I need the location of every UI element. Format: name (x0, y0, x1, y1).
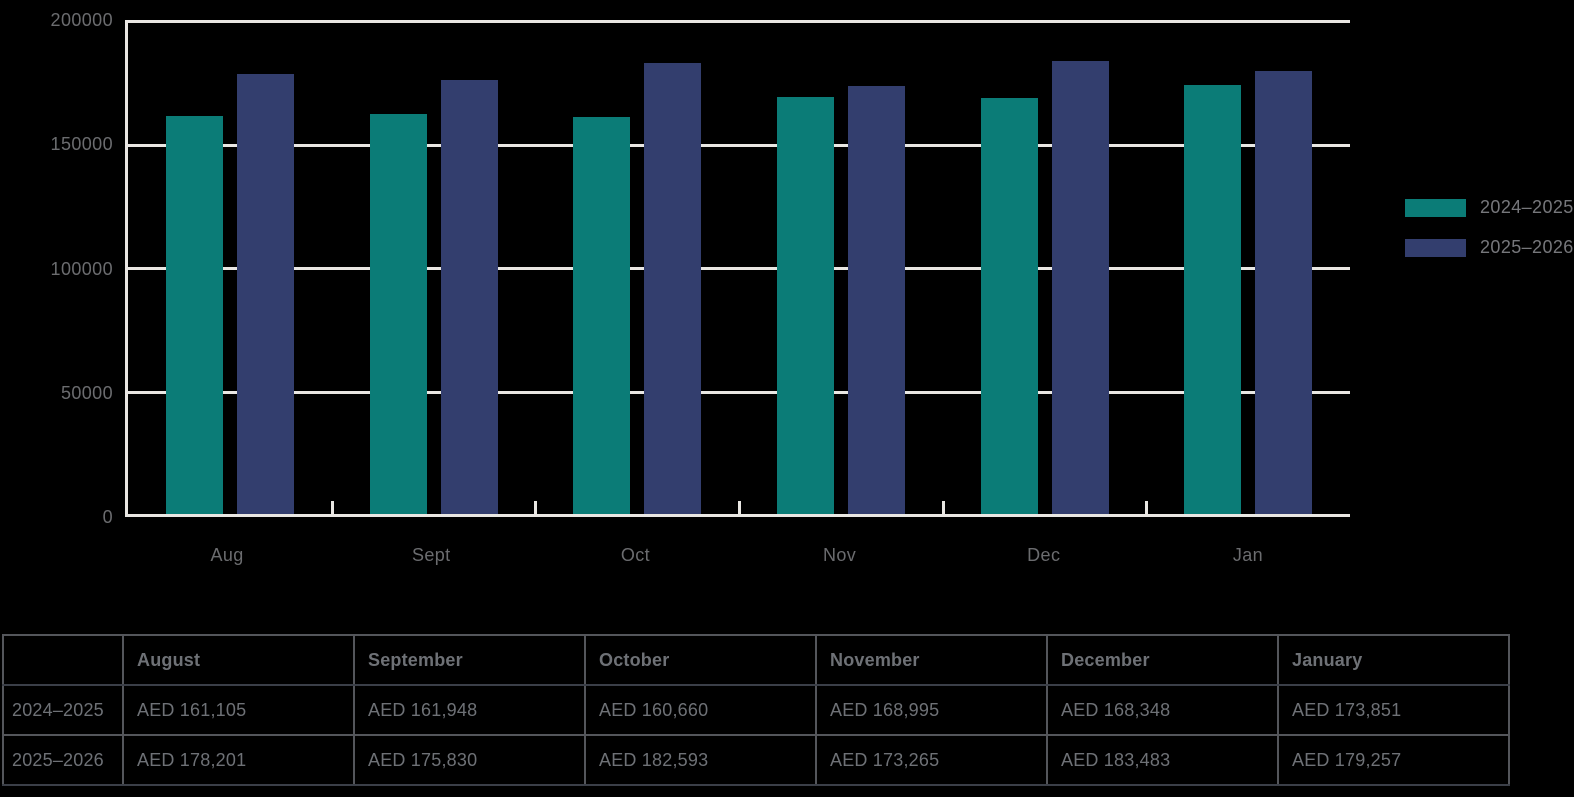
x-axis-ticks (128, 20, 1350, 514)
cell-2025-2026-september: AED 175,830 (353, 734, 586, 786)
x-axis-label-dec: Dec (1027, 545, 1061, 565)
x-axis-tick (534, 501, 538, 514)
y-axis-label-50000: 50000 (60, 382, 113, 403)
x-axis-tick (330, 501, 334, 514)
x-axis-labels: Aug Sept Oct Nov Dec Jan (125, 545, 1350, 566)
legend-label-2025-2026: 2025–2026 (1480, 237, 1574, 257)
legend-swatch-2025-2026 (1405, 238, 1466, 257)
table-row-2025-2026: 2025–2026 AED 178,201 AED 175,830 AED 182,5… (2, 734, 1510, 786)
header-cell-september: September (353, 634, 586, 686)
cell-2024-2025-december: AED 168,348 (1046, 684, 1279, 736)
yearly-comparison-bar-chart: 0 50000 100000 150000 200000 Aug Sept Oct Nov De… (0, 10, 1574, 566)
table-header-row: August September October November December Ja… (2, 634, 1510, 686)
x-axis-label-jan: Jan (1232, 545, 1264, 565)
cell-2024-2025-october: AED 160,660 (584, 684, 817, 736)
legend-label-2024-2025: 2024–2025 (1480, 197, 1574, 217)
row-label-2024-2025: 2024–2025 (2, 684, 124, 736)
x-axis-label-oct: Oct (620, 545, 651, 565)
gridline-50000 (128, 390, 1350, 394)
bar-2024-2025-aug (165, 116, 223, 514)
cell-2025-2026-december: AED 183,483 (1046, 734, 1279, 786)
x-axis-label-aug: Aug (210, 545, 244, 565)
cell-2025-2026-october: AED 182,593 (584, 734, 817, 786)
header-cell-august: August (122, 634, 355, 686)
bar-group-dec (943, 20, 1147, 514)
bar-2024-2025-oct (573, 117, 631, 514)
bar-group-nov (739, 20, 943, 514)
cell-2025-2026-august: AED 178,201 (122, 734, 355, 786)
legend-swatch-2024-2025 (1405, 198, 1466, 217)
row-label-2025-2026: 2025–2026 (2, 734, 124, 786)
y-axis-label-100000: 100000 (50, 258, 113, 279)
y-axis-labels: 0 50000 100000 150000 200000 (0, 10, 113, 527)
legend-item-2024-2025: 2024–2025 (1405, 197, 1574, 218)
x-axis-tick (1145, 501, 1149, 514)
bar-group-sept (332, 20, 536, 514)
bar-2024-2025-jan (1184, 84, 1242, 514)
header-cell-january: January (1277, 634, 1510, 686)
monthly-values-table: August September October November December Ja… (2, 634, 1510, 786)
cell-2024-2025-november: AED 168,995 (815, 684, 1048, 736)
chart-legend: 2024–2025 2025–2026 (1405, 197, 1574, 277)
bar-group-oct (535, 20, 739, 514)
cell-2024-2025-august: AED 161,105 (122, 684, 355, 736)
x-axis-label-sept: Sept (411, 545, 451, 565)
bar-2025-2026-nov (847, 86, 905, 514)
cell-2024-2025-september: AED 161,948 (353, 684, 586, 736)
x-axis-label-nov: Nov (822, 545, 857, 565)
legend-item-2025-2026: 2025–2026 (1405, 237, 1574, 258)
y-axis-label-0: 0 (102, 507, 113, 527)
y-axis-label-150000: 150000 (50, 134, 113, 155)
bar-2025-2026-dec (1051, 60, 1109, 514)
table-row-2024-2025: 2024–2025 AED 161,105 AED 161,948 AED 160,6… (2, 684, 1510, 736)
bar-2025-2026-oct (644, 63, 702, 514)
cell-2024-2025-january: AED 173,851 (1277, 684, 1510, 736)
header-cell-october: October (584, 634, 817, 686)
header-cell-november: November (815, 634, 1048, 686)
table-corner-cell (2, 634, 124, 686)
bar-2025-2026-jan (1255, 71, 1313, 514)
x-axis-tick (738, 501, 741, 514)
gridlines (128, 20, 1350, 514)
bar-group-aug (128, 20, 332, 514)
gridline-200000 (128, 20, 1350, 23)
cell-2025-2026-january: AED 179,257 (1277, 734, 1510, 786)
gridline-100000 (128, 267, 1350, 270)
bar-2024-2025-sept (369, 114, 427, 514)
bar-series (128, 20, 1350, 514)
bar-2025-2026-sept (440, 79, 498, 514)
x-axis-tick (941, 501, 945, 514)
gridline-150000 (128, 143, 1350, 147)
header-cell-december: December (1046, 634, 1279, 686)
bar-group-jan (1146, 20, 1350, 514)
bar-2024-2025-nov (776, 96, 834, 514)
cell-2025-2026-november: AED 173,265 (815, 734, 1048, 786)
bar-2025-2026-aug (236, 73, 294, 514)
y-axis-label-200000: 200000 (50, 10, 113, 30)
bar-2024-2025-dec (980, 98, 1038, 514)
plot-area (125, 20, 1350, 517)
